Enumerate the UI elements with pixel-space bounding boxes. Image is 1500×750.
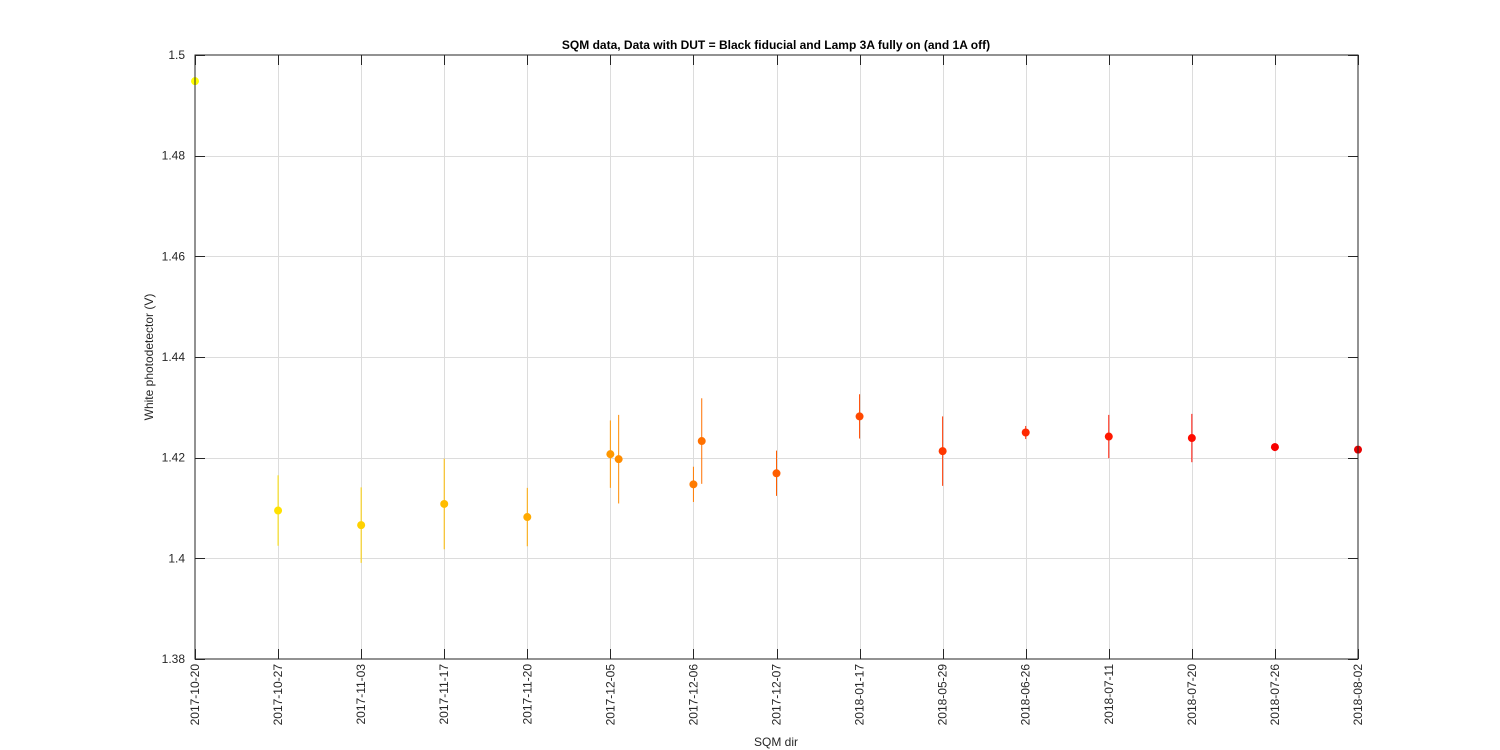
y-tick-label: 1.44 [162,350,186,364]
data-point [440,499,449,508]
x-tick-label: 2017-12-07 [770,664,784,726]
x-tick-label: 2018-07-20 [1185,664,1199,726]
y-axis-label: White photodetector (V) [142,294,156,421]
data-point [274,506,283,515]
y-tick-label: 1.46 [162,249,186,263]
y-tick-label: 1.38 [162,652,186,666]
x-tick-label: 2018-05-29 [936,664,950,726]
chart-title: SQM data, Data with DUT = Black fiducial… [562,38,990,52]
data-point [1104,432,1113,441]
x-tick-label: 2017-10-27 [271,664,285,726]
x-tick-label: 2017-10-20 [188,664,202,726]
x-tick-label: 2018-01-17 [853,664,867,726]
y-tick-label: 1.48 [162,149,186,163]
y-tick-label: 1.5 [168,48,185,62]
data-point [1270,443,1279,452]
x-tick-label: 2017-11-03 [354,664,368,725]
data-point [523,513,532,522]
x-tick-label: 2017-12-05 [603,664,617,726]
data-point [772,469,781,478]
y-tick-label: 1.42 [162,451,186,465]
plot-frame [194,54,1359,660]
x-tick-label: 2018-07-26 [1268,664,1282,726]
x-tick-label: 2017-12-06 [686,664,700,726]
x-axis-label: SQM dir [754,735,798,749]
x-tick-label: 2017-11-20 [520,664,534,725]
data-point [689,480,698,489]
data-point [614,455,623,464]
x-tick-label: 2017-11-17 [437,664,451,725]
data-point [1021,428,1030,437]
data-point [697,437,706,446]
data-point [855,412,864,421]
y-tick-labels: 1.38 1.4 1.42 1.44 1.46 1.48 1.5 [162,48,186,666]
x-tick-label: 2018-06-26 [1019,664,1033,726]
data-point [1187,434,1196,443]
y-tick-label: 1.4 [168,551,185,565]
x-tick-label: 2018-08-02 [1351,664,1365,726]
data-point [938,447,947,456]
data-point [357,521,366,530]
x-tick-labels: 2017-10-20 2017-10-27 2017-11-03 2017-11-17… [188,664,1365,726]
x-tick-label: 2018-07-11 [1102,664,1116,725]
data-point [606,450,615,459]
